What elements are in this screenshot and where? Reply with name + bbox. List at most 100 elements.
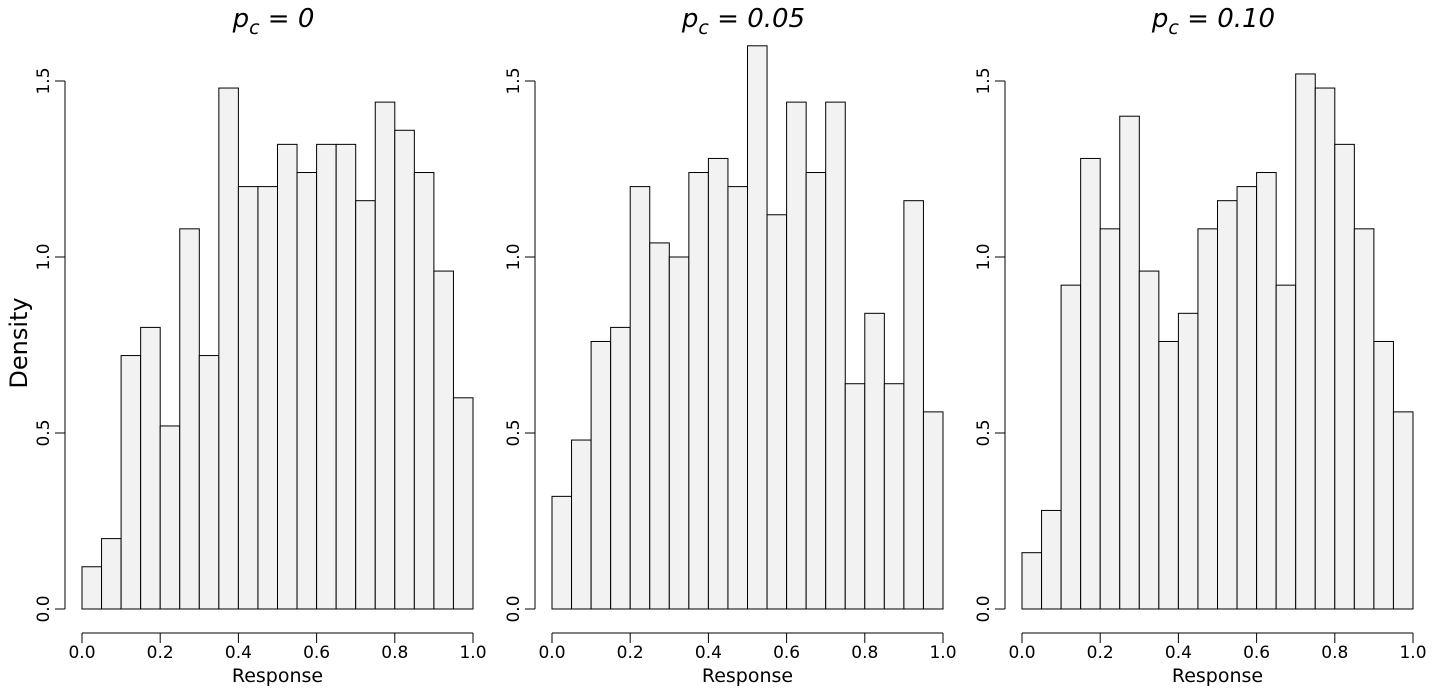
histogram-bar bbox=[433, 270, 454, 610]
x-axis-label: Response bbox=[232, 665, 323, 687]
histogram-bar bbox=[452, 397, 474, 610]
histogram-bar bbox=[374, 101, 396, 610]
x-tick-label: 0.2 bbox=[1087, 643, 1114, 663]
histogram-bar bbox=[1119, 115, 1140, 610]
x-tick-label: 0.6 bbox=[773, 643, 800, 663]
y-tick-label: 1.5 bbox=[974, 67, 994, 94]
histogram-bar bbox=[277, 143, 298, 610]
x-tick-label: 0.2 bbox=[617, 643, 644, 663]
histogram-bar bbox=[629, 186, 651, 610]
y-tick-label: 0.5 bbox=[504, 419, 524, 446]
title-subscript: c bbox=[698, 17, 709, 39]
y-tick-label: 0.5 bbox=[34, 419, 54, 446]
histogram-bar bbox=[237, 186, 259, 610]
x-tick-label: 0.8 bbox=[1321, 643, 1348, 663]
x-tick-label: 0.4 bbox=[225, 643, 252, 663]
histogram-bar bbox=[590, 340, 612, 610]
histogram-bar bbox=[1373, 340, 1394, 610]
y-tick-label: 1.5 bbox=[504, 67, 524, 94]
histogram-bar bbox=[747, 45, 768, 610]
histogram-bar bbox=[1392, 411, 1414, 610]
y-tick-label: 1.5 bbox=[34, 67, 54, 94]
x-tick-label: 1.0 bbox=[1399, 643, 1426, 663]
histogram-bar bbox=[825, 101, 846, 610]
x-tick-label: 0.0 bbox=[68, 643, 95, 663]
histogram-bar bbox=[922, 411, 944, 610]
x-tick-label: 0.2 bbox=[147, 643, 174, 663]
histogram-bar bbox=[551, 495, 573, 610]
histogram-bar bbox=[1236, 186, 1258, 610]
x-tick-label: 0.4 bbox=[1165, 643, 1192, 663]
y-axis-label: Density bbox=[5, 297, 33, 388]
x-tick-label: 1.0 bbox=[929, 643, 956, 663]
title-subscript: c bbox=[1168, 17, 1179, 39]
title-value: = 0 bbox=[260, 4, 315, 34]
x-tick-label: 0.6 bbox=[303, 643, 330, 663]
histogram-bar bbox=[1138, 270, 1160, 610]
title-value: = 0.10 bbox=[1179, 4, 1275, 34]
histogram-bar bbox=[1177, 312, 1199, 610]
x-tick-label: 0.8 bbox=[851, 643, 878, 663]
title-subscript: c bbox=[249, 17, 260, 39]
histogram-bar bbox=[844, 383, 866, 610]
x-tick-label: 0.0 bbox=[538, 643, 565, 663]
title-value: = 0.05 bbox=[709, 4, 805, 34]
histogram-bar bbox=[1080, 157, 1101, 610]
histogram-bar bbox=[198, 355, 220, 610]
x-tick-label: 0.0 bbox=[1008, 643, 1035, 663]
histogram-bar bbox=[1334, 143, 1355, 610]
histogram-bar bbox=[571, 439, 592, 610]
histogram-bar bbox=[1158, 340, 1179, 610]
y-tick-label: 0.0 bbox=[974, 595, 994, 622]
histogram-bar bbox=[1353, 228, 1375, 610]
histogram-bar bbox=[903, 200, 924, 610]
histogram-bar bbox=[610, 326, 631, 610]
histogram-bar bbox=[1217, 200, 1238, 610]
title-symbol: p bbox=[232, 4, 250, 34]
x-tick-label: 1.0 bbox=[459, 643, 486, 663]
histogram-bar bbox=[707, 157, 729, 610]
histogram-bar bbox=[257, 186, 279, 610]
y-tick-label: 1.0 bbox=[34, 243, 54, 270]
chart-title: pc = 0 bbox=[232, 4, 315, 39]
x-axis-label: Response bbox=[702, 665, 793, 687]
histogram-bar bbox=[1041, 509, 1062, 610]
histogram-bar bbox=[1021, 552, 1043, 610]
histogram-bar bbox=[218, 87, 239, 610]
x-tick-label: 0.4 bbox=[695, 643, 722, 663]
histogram-bar bbox=[179, 228, 200, 610]
y-tick-label: 1.0 bbox=[974, 243, 994, 270]
x-tick-label: 0.8 bbox=[381, 643, 408, 663]
x-axis-label: Response bbox=[1172, 665, 1263, 687]
y-tick-label: 0.0 bbox=[504, 595, 524, 622]
histogram-bar bbox=[1314, 87, 1336, 610]
histogram-bar bbox=[883, 383, 905, 610]
histogram-bar bbox=[413, 172, 435, 610]
y-tick-label: 0.0 bbox=[34, 595, 54, 622]
histogram-bar bbox=[101, 538, 122, 610]
histogram-bar bbox=[1060, 284, 1082, 610]
histogram-bar bbox=[1275, 284, 1297, 610]
histogram-bar bbox=[296, 172, 318, 610]
histogram-bar bbox=[1295, 73, 1316, 610]
histogram-panel-2: 0.0 0.2 0.4 0.6 0.8 1.0 0.0 0.5 1.0 1.5 Response pc… bbox=[504, 4, 957, 687]
histogram-bar bbox=[120, 355, 142, 610]
histogram-bar bbox=[727, 186, 749, 610]
histogram-bar bbox=[1256, 172, 1277, 610]
histogram-bar bbox=[786, 101, 807, 610]
y-tick-label: 1.0 bbox=[504, 243, 524, 270]
title-symbol: p bbox=[681, 4, 699, 34]
title-symbol: p bbox=[1151, 4, 1169, 34]
histogram-bar bbox=[394, 129, 415, 610]
histogram-panel-3: 0.0 0.2 0.4 0.6 0.8 1.0 0.0 0.5 1.0 1.5 Response pc… bbox=[974, 4, 1427, 687]
histogram-bar bbox=[355, 200, 376, 610]
histogram-bar bbox=[335, 143, 357, 610]
histogram-bar bbox=[766, 214, 788, 610]
chart-title: pc = 0.05 bbox=[681, 4, 805, 39]
histogram-bar bbox=[668, 256, 690, 610]
histogram-panel-1: 0.0 0.2 0.4 0.6 0.8 1.0 0.0 0.5 1.0 1.5 Response pc… bbox=[34, 4, 487, 687]
y-tick-label: 0.5 bbox=[974, 419, 994, 446]
histogram-bar bbox=[140, 326, 161, 610]
